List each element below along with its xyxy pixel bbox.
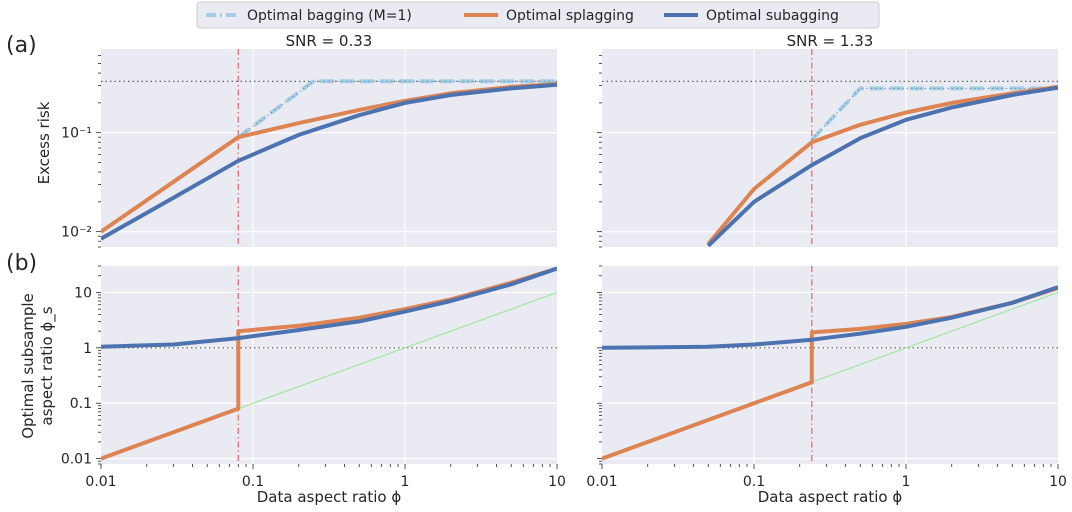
legend-frame	[196, 1, 880, 29]
panel-title-right: SNR = 1.33	[787, 32, 874, 50]
plot-area	[101, 49, 557, 247]
y-tick-label: 10⁻¹	[61, 126, 92, 142]
plot-background	[602, 49, 1058, 247]
series-line-bagging	[237, 79, 557, 139]
xlabel-left: Data aspect ratio ϕ	[257, 488, 402, 506]
x-tick-label: 10	[548, 474, 566, 490]
plot-background	[101, 49, 557, 247]
chart-panel-bottom-right: 0.01 0.1 1 10	[586, 265, 1067, 490]
chart-panel-bottom-left: 0.01 0.1 1 10 0.01 0.1 1 10	[61, 265, 566, 490]
x-tick-label: 10	[1049, 474, 1067, 490]
x-tick-label: 1	[401, 474, 410, 490]
ylabel-top: Excess risk	[35, 101, 53, 184]
series-line-subagging	[101, 82, 557, 241]
series-line-bagging-dots	[811, 87, 1058, 141]
ylabel-bottom-line2: aspect ratio ϕ_s	[38, 306, 57, 425]
y-tick-label: 0.01	[61, 452, 92, 468]
legend-label-bagging: Optimal bagging (M=1)	[247, 8, 412, 24]
identity-line	[811, 291, 1058, 383]
y-tick-label: 0.1	[70, 396, 92, 412]
series-line-splagging	[706, 84, 1058, 246]
y-tick-label: 1	[83, 341, 92, 357]
plot-area	[101, 266, 557, 464]
plot-area	[602, 266, 1058, 464]
y-tick-label: 10	[74, 285, 92, 301]
series-line-subagging	[602, 285, 1058, 350]
x-tick-label: 0.01	[586, 474, 617, 490]
x-tick-label: 0.1	[242, 474, 264, 490]
row-label-b: (b)	[6, 251, 37, 276]
panel-title-left: SNR = 0.33	[286, 32, 373, 50]
legend-label-subagging: Optimal subagging	[706, 8, 839, 24]
y-tick-label: 10⁻²	[61, 225, 92, 241]
x-tick-label: 1	[902, 474, 911, 490]
identity-line	[238, 291, 557, 410]
x-tick-label: 0.1	[743, 474, 765, 490]
ylabel-bottom-line1: Optimal subsample	[19, 293, 37, 439]
x-tick-label: 0.01	[85, 474, 116, 490]
legend: Optimal bagging (M=1) Optimal splagging …	[196, 1, 880, 29]
chart-panel-top-left: 10⁻² 10⁻¹	[61, 49, 557, 248]
chart-panel-top-right	[597, 49, 1058, 248]
series-line-subagging	[706, 85, 1058, 247]
row-label-a: (a)	[6, 33, 37, 58]
legend-label-splagging: Optimal splagging	[506, 8, 634, 24]
xlabel-right: Data aspect ratio ϕ	[758, 488, 903, 506]
series-line-subagging	[101, 266, 557, 349]
plot-area	[602, 49, 1058, 247]
